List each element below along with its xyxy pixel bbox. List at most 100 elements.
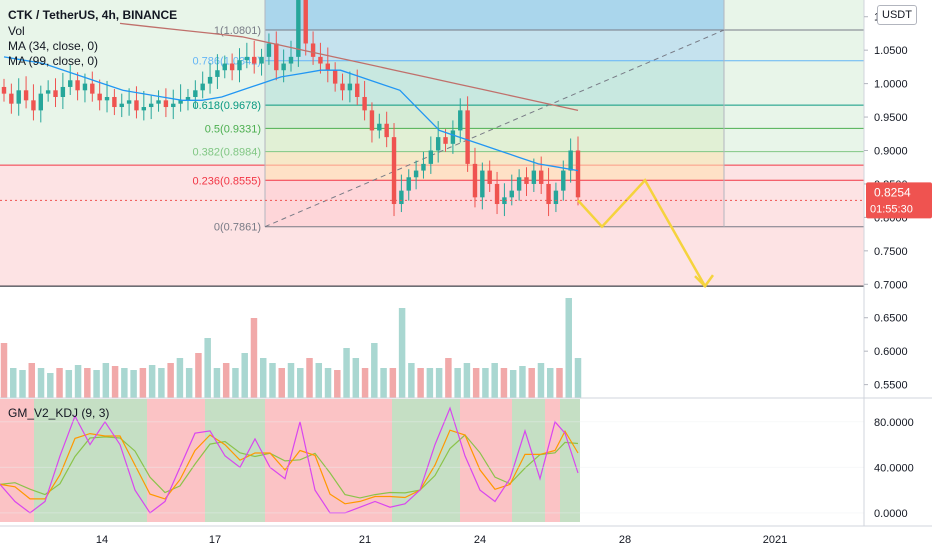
volume-bar: [269, 363, 276, 398]
candle-body: [266, 43, 272, 57]
candle-body: [443, 137, 448, 144]
volume-bar: [556, 368, 563, 398]
volume-bar: [232, 368, 239, 398]
price-axis-tick: 0.6000: [874, 346, 908, 358]
countdown-value: 01:55:30: [870, 203, 913, 215]
candle-body: [68, 80, 73, 87]
fib-level-label: 0.618(0.9678): [193, 100, 262, 112]
volume-bar: [491, 363, 498, 398]
volume-bar: [121, 368, 128, 398]
fib-band: [265, 151, 724, 181]
volume-bar: [334, 370, 341, 398]
candle-body: [288, 56, 294, 64]
candle-body: [193, 90, 198, 97]
candle-body: [369, 110, 375, 131]
candle-body: [318, 56, 323, 64]
volume-bar: [111, 366, 119, 398]
volume-bar: [213, 368, 221, 398]
candle-body: [472, 163, 478, 198]
price-axis-tick: 0.7500: [874, 246, 908, 258]
projection-arrowhead: [694, 274, 715, 289]
volume-bar: [185, 368, 193, 398]
fib-band: [265, 128, 724, 152]
candle-body: [16, 90, 21, 104]
volume-bar: [37, 368, 45, 398]
volume-bar: [435, 368, 443, 398]
fib-band: [265, 105, 724, 129]
candle-body: [97, 93, 102, 101]
volume-bar: [93, 370, 100, 398]
kdj-axis-tick: 40.0000: [874, 462, 914, 474]
current-price-tag: [866, 182, 932, 219]
price-axis-tick: 0.9500: [874, 112, 908, 124]
volume-bar: [343, 348, 350, 398]
candle-body: [222, 63, 227, 71]
candle-body: [487, 170, 492, 184]
volume-bar: [28, 363, 36, 398]
candle-body: [60, 86, 66, 97]
volume-bar: [482, 368, 489, 398]
candle-body: [391, 137, 397, 205]
currency-button[interactable]: USDT: [877, 5, 917, 25]
candle-body: [45, 90, 51, 94]
volume-bar: [241, 353, 248, 398]
price-axis-tick: 0.6500: [874, 313, 908, 325]
candle-body: [75, 80, 80, 91]
volume-bar: [417, 368, 424, 398]
kdj-signal-band: [560, 399, 580, 522]
price-axis-tick: 1.0500: [874, 45, 908, 57]
candle-body: [296, 0, 301, 57]
candle-body: [119, 103, 124, 108]
candle-body: [244, 56, 250, 61]
time-axis-tick: 21: [359, 534, 371, 546]
candle-body: [112, 96, 117, 108]
volume-bar: [84, 368, 91, 398]
volume-bar: [250, 318, 258, 398]
price-axis-tick: 0.9000: [874, 146, 908, 158]
volume-bar: [204, 338, 211, 398]
volume-bar: [56, 368, 63, 398]
candle-body: [516, 177, 522, 191]
fib-level-label: 1(1.0801): [214, 25, 261, 37]
volume-bar: [324, 368, 332, 398]
volume-bar: [398, 308, 406, 398]
candle-body: [156, 100, 161, 104]
ma34-line: [3, 56, 579, 172]
volume-bar: [139, 368, 147, 398]
volume-bar: [195, 353, 202, 398]
volume-bar: [287, 363, 295, 398]
volume-bar: [361, 368, 369, 398]
candle-body: [237, 60, 242, 71]
candle-body: [421, 163, 426, 171]
kdj-signal-band: [460, 399, 512, 522]
candle-body: [134, 100, 139, 111]
candle-body: [251, 56, 257, 64]
candle-body: [281, 63, 286, 71]
candle-body: [450, 130, 456, 144]
volume-bar: [74, 365, 82, 398]
volume-bar: [0, 343, 8, 398]
volume-bar: [445, 358, 452, 398]
volume-bar: [130, 370, 137, 398]
candle-body: [332, 70, 338, 84]
volume-bar: [519, 366, 526, 398]
candle-body: [538, 170, 544, 184]
candle-body: [200, 83, 205, 91]
kdj-k-line: [0, 429, 579, 505]
volume-bar: [102, 363, 110, 398]
time-axis-tick: 14: [96, 534, 108, 546]
candle-body: [303, 0, 308, 44]
time-axis-tick: 28: [619, 534, 631, 546]
volume-bar: [472, 368, 480, 398]
fib-level-label: 0(0.7861): [214, 222, 261, 234]
candle-body: [1, 86, 7, 94]
candle-body: [141, 107, 147, 111]
kdj-axis-tick: 0.0000: [874, 508, 908, 520]
candle-body: [362, 96, 367, 111]
kdj-signal-band: [0, 399, 34, 522]
fib-extension-band: [265, 0, 724, 31]
volume-bar: [426, 368, 434, 398]
candle-body: [274, 43, 279, 71]
fib-band: [265, 30, 724, 61]
